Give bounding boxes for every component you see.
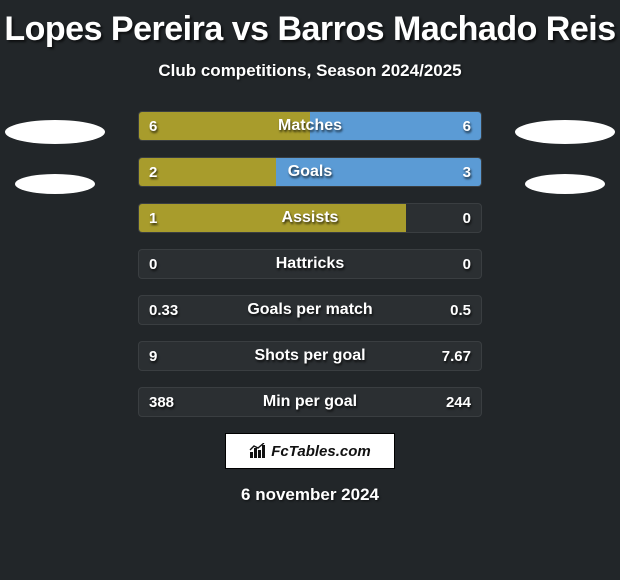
right-logo-placeholder bbox=[525, 174, 605, 194]
brand-text: FcTables.com bbox=[271, 443, 370, 460]
right-logo-placeholder bbox=[515, 120, 615, 144]
stat-value-right: 3 bbox=[463, 158, 471, 186]
left-logo-placeholder bbox=[15, 174, 95, 194]
left-logo-placeholder bbox=[5, 120, 105, 144]
stat-label: Assists bbox=[139, 204, 481, 232]
stat-value-right: 0.5 bbox=[450, 296, 471, 324]
stat-value-right: 0 bbox=[463, 204, 471, 232]
stat-value-right: 7.67 bbox=[442, 342, 471, 370]
stat-label: Shots per goal bbox=[139, 342, 481, 370]
stat-row: 6Matches6 bbox=[138, 111, 482, 141]
stat-value-right: 6 bbox=[463, 112, 471, 140]
stat-value-right: 0 bbox=[463, 250, 471, 278]
stat-label: Goals bbox=[139, 158, 481, 186]
stat-row: 9Shots per goal7.67 bbox=[138, 341, 482, 371]
date-text: 6 november 2024 bbox=[0, 485, 620, 505]
stat-row: 388Min per goal244 bbox=[138, 387, 482, 417]
stat-label: Hattricks bbox=[139, 250, 481, 278]
stat-row: 0.33Goals per match0.5 bbox=[138, 295, 482, 325]
right-logo-column bbox=[510, 120, 620, 224]
stat-row: 2Goals3 bbox=[138, 157, 482, 187]
stat-label: Min per goal bbox=[139, 388, 481, 416]
stats-container: 6Matches62Goals31Assists00Hattricks00.33… bbox=[138, 111, 482, 417]
stat-label: Matches bbox=[139, 112, 481, 140]
page-title: Lopes Pereira vs Barros Machado Reis bbox=[0, 0, 620, 49]
brand-badge: FcTables.com bbox=[225, 433, 395, 469]
stat-row: 1Assists0 bbox=[138, 203, 482, 233]
stat-label: Goals per match bbox=[139, 296, 481, 324]
chart-icon bbox=[249, 443, 267, 459]
left-logo-column bbox=[0, 120, 110, 224]
stat-row: 0Hattricks0 bbox=[138, 249, 482, 279]
stat-value-right: 244 bbox=[446, 388, 471, 416]
page-subtitle: Club competitions, Season 2024/2025 bbox=[0, 61, 620, 81]
